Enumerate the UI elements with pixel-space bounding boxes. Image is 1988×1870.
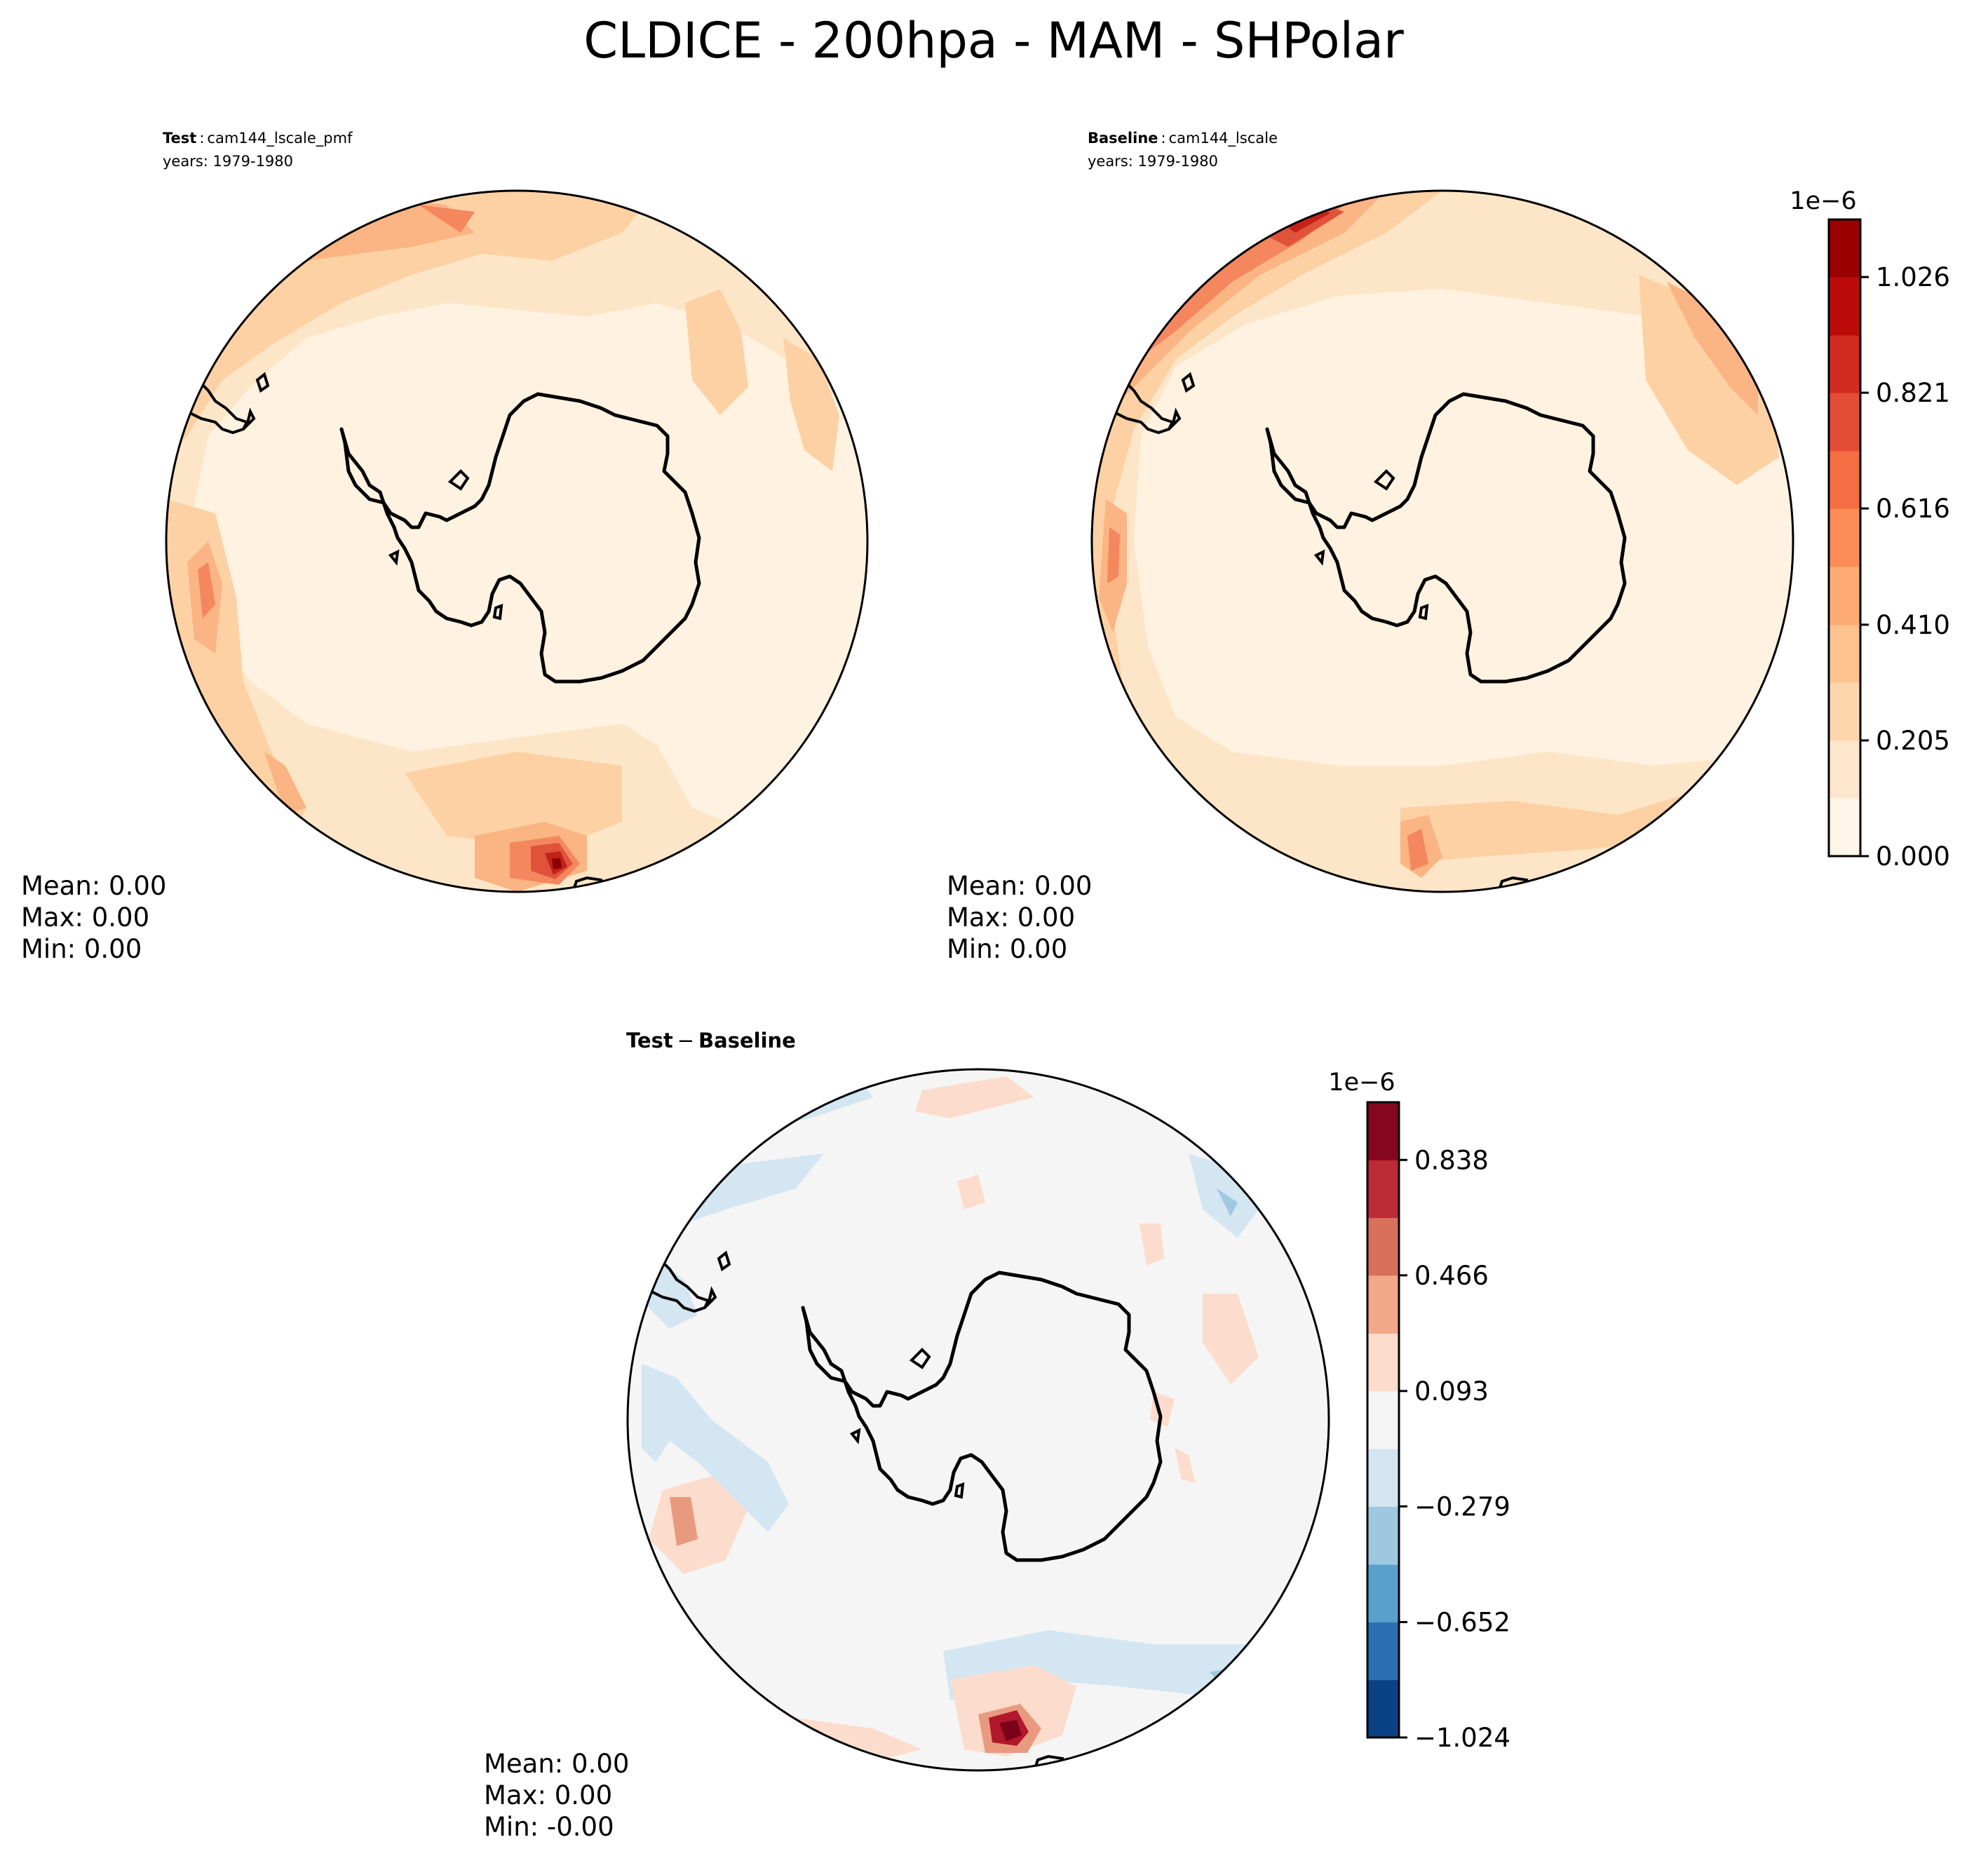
map-diff-fill-neg2-b — [1217, 1188, 1238, 1217]
colorbar-diff-segment — [1367, 1333, 1399, 1392]
colorbar-diff-segment — [1367, 1622, 1399, 1681]
colorbar-diff-tick-label: −1.024 — [1414, 1723, 1510, 1753]
colorbar-diff-frame — [1366, 1101, 1400, 1739]
panel-diff: Test − Baseline — [484, 1029, 1510, 1842]
colorbar-main-segment — [1829, 567, 1860, 625]
colorbar-main-segment — [1829, 335, 1860, 393]
panel-diff-title-op: − — [677, 1029, 694, 1052]
colorbar-main-segment — [1829, 277, 1860, 336]
panel-test-case-name: cam144_lscale_pmf — [207, 130, 353, 147]
colorbar-main-tick-label: 1.026 — [1876, 262, 1950, 292]
colorbar-diff-segment — [1367, 1390, 1399, 1449]
map-test-fill-l3c — [264, 752, 306, 815]
map-baseline — [1090, 189, 1794, 893]
map-diff-fill-pos-c — [957, 1174, 985, 1210]
panel-test-mean: Mean: 0.00 — [21, 871, 166, 901]
map-diff-fill-pos-a — [915, 1076, 1034, 1118]
colorbar-main-segment — [1829, 451, 1860, 509]
colorbar-diff-tick-label: −0.652 — [1414, 1607, 1510, 1637]
colorbar-main-segment — [1829, 393, 1860, 452]
map-test-fill-l4c — [419, 205, 475, 233]
colorbar-diff-segment — [1367, 1102, 1399, 1160]
colorbar-diff-tick-label: 0.093 — [1414, 1376, 1489, 1407]
map-test-fill-l2c — [783, 338, 839, 471]
colorbar-diff: 1e−6 −1.024 −0.652 −0.279 0.093 0.466 0.838 — [1328, 1069, 1510, 1753]
colorbar-main-segment — [1829, 798, 1860, 857]
colorbar-diff-segment — [1367, 1449, 1399, 1507]
map-diff-boundary — [626, 1068, 1330, 1772]
map-baseline-fill-l4c — [1407, 829, 1428, 871]
colorbar-diff-tick-label: −0.279 — [1414, 1491, 1510, 1522]
panel-test-title-bold: Test — [163, 130, 196, 147]
colorbar-main-tick-label: 0.616 — [1876, 494, 1950, 524]
map-baseline-boundary — [1090, 189, 1794, 893]
panel-baseline-title-bold: Baseline — [1088, 130, 1158, 147]
colorbar-main-frame — [1827, 218, 1862, 858]
panel-test-title: Test: cam144_lscale_pmf — [163, 130, 353, 147]
colorbar-main: 1e−6 0.000 0.205 0.410 0.616 0.821 1.026 — [1790, 187, 1950, 872]
panel-baseline-min: Min: 0.00 — [947, 934, 1067, 964]
panel-diff-title-test: Test — [626, 1029, 673, 1052]
colorbar-diff-segment — [1367, 1160, 1399, 1219]
map-baseline-fill-l3b — [1667, 282, 1758, 415]
panel-test-years: years: 1979-1980 — [163, 153, 293, 170]
map-test-boundary — [165, 189, 869, 893]
map-diff-fill-pos4 — [999, 1720, 1022, 1741]
colorbar-main-tick-label: 0.410 — [1876, 610, 1950, 640]
panel-test-min: Min: 0.00 — [21, 934, 142, 964]
colorbar-diff-tick-label: 0.838 — [1414, 1145, 1489, 1175]
panel-test-title-sep: : — [199, 130, 204, 147]
panel-test-stats: Mean: 0.00 Max: 0.00 Min: 0.00 — [21, 871, 166, 964]
panel-diff-title-baseline: Baseline — [698, 1029, 796, 1052]
panel-test-max: Max: 0.00 — [21, 902, 149, 933]
panel-diff-title: Test − Baseline — [626, 1029, 796, 1052]
map-baseline-fill-l3a — [1106, 191, 1386, 415]
map-test-fill-l4a — [198, 562, 215, 618]
colorbar-diff-segment — [1367, 1564, 1399, 1622]
panel-diff-mean: Mean: 0.00 — [484, 1749, 629, 1779]
map-diff-fill-neg-a — [642, 1364, 789, 1532]
colorbar-diff-segment — [1367, 1275, 1399, 1334]
panel-diff-min: Min: -0.00 — [484, 1812, 614, 1842]
panel-baseline-case-name: cam144_lscale — [1169, 130, 1278, 147]
colorbar-diff-exponent: 1e−6 — [1328, 1069, 1395, 1097]
panel-baseline-stats: Mean: 0.00 Max: 0.00 Min: 0.00 — [947, 871, 1092, 964]
colorbar-main-segment — [1829, 219, 1860, 278]
map-diff-fill-pos-g — [1175, 1448, 1196, 1483]
panel-test: Test: cam144_lscale_pmf years: 1979-1980 — [21, 130, 869, 964]
colorbar-main-segment — [1829, 624, 1860, 683]
panel-baseline-years: years: 1979-1980 — [1088, 153, 1218, 170]
colorbar-diff-segment — [1367, 1506, 1399, 1565]
panel-baseline-mean: Mean: 0.00 — [947, 871, 1092, 901]
colorbar-diff-tick-label: 0.466 — [1414, 1261, 1489, 1291]
panel-diff-max: Max: 0.00 — [484, 1780, 612, 1810]
panel-baseline-title-sep: : — [1161, 130, 1166, 147]
colorbar-main-tick-label: 0.000 — [1876, 841, 1950, 872]
colorbar-main-tick-label: 0.821 — [1876, 378, 1950, 408]
colorbar-main-segment — [1829, 740, 1860, 799]
map-diff — [626, 1068, 1330, 1772]
map-test — [165, 189, 869, 893]
colorbar-main-exponent: 1e−6 — [1790, 187, 1856, 215]
panel-baseline: Baseline: cam144_lscale years: 1979-1980 — [947, 130, 1950, 964]
colorbar-main-tick-label: 0.205 — [1876, 726, 1950, 756]
figure-title: CLDICE - 200hpa - MAM - SHPolar — [583, 12, 1404, 69]
map-test-fill-l2e — [405, 752, 622, 850]
map-diff-fill-pos-d — [1140, 1224, 1164, 1266]
colorbar-diff-segment — [1367, 1217, 1399, 1276]
map-diff-fill-pos-e — [1203, 1294, 1259, 1385]
map-test-fill-l7 — [552, 858, 562, 869]
panel-baseline-title: Baseline: cam144_lscale — [1088, 130, 1278, 147]
panel-baseline-max: Max: 0.00 — [947, 902, 1075, 933]
panel-diff-stats: Mean: 0.00 Max: 0.00 Min: -0.00 — [484, 1749, 629, 1842]
colorbar-diff-segment — [1367, 1679, 1399, 1738]
map-baseline-fill-l2b — [1639, 275, 1779, 485]
colorbar-main-segment — [1829, 682, 1860, 741]
map-baseline-fill-l4b — [1107, 527, 1120, 583]
map-test-fill-l2b — [685, 289, 748, 415]
colorbar-main-segment — [1829, 508, 1860, 567]
map-diff-fill-pos2-a — [670, 1497, 698, 1546]
